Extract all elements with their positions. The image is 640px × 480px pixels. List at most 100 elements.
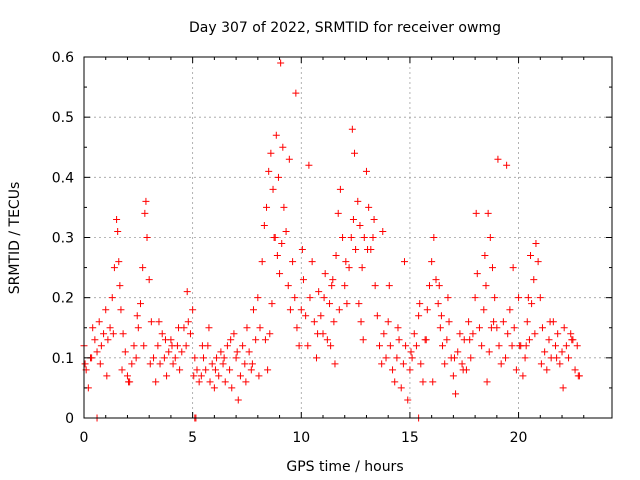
y-axis-title: SRMTID / TECUs: [7, 182, 23, 295]
data-point: [379, 227, 387, 235]
data-point: [449, 372, 457, 380]
data-point: [443, 336, 451, 344]
data-point: [136, 300, 144, 308]
data-point: [272, 131, 280, 139]
data-point: [236, 372, 244, 380]
data-point: [385, 282, 393, 290]
data-point: [538, 324, 546, 332]
data-point: [118, 366, 126, 374]
data-point: [497, 360, 505, 368]
data-point: [347, 234, 355, 241]
data-point: [264, 366, 272, 374]
data-point: [376, 342, 384, 350]
data-point: [506, 306, 514, 314]
data-point: [186, 330, 194, 338]
data-point: [213, 354, 221, 362]
data-point: [289, 258, 297, 266]
x-tick-label: 5: [188, 430, 197, 446]
data-point: [573, 342, 581, 350]
data-point: [510, 324, 518, 332]
data-point: [102, 306, 110, 314]
data-point: [197, 372, 205, 380]
data-point: [512, 366, 520, 374]
data-point: [117, 306, 125, 314]
data-point: [260, 221, 268, 229]
data-point: [108, 294, 116, 302]
data-point: [410, 330, 418, 338]
y-tick-label: 0.6: [52, 50, 74, 66]
data-point: [219, 360, 227, 368]
data-point: [285, 155, 293, 163]
data-point: [357, 318, 365, 326]
x-tick-label: 0: [80, 430, 89, 446]
data-point: [525, 336, 533, 344]
data-point: [342, 258, 350, 266]
data-point: [422, 336, 430, 344]
data-point: [176, 366, 184, 374]
data-point: [416, 300, 424, 308]
data-point: [106, 324, 114, 332]
data-point: [328, 282, 336, 290]
data-point: [456, 330, 464, 338]
data-point: [380, 330, 388, 338]
data-point: [546, 318, 554, 326]
data-point: [553, 354, 561, 362]
data-point: [558, 348, 566, 356]
data-point: [568, 336, 576, 344]
data-point: [284, 282, 292, 290]
data-point: [358, 264, 366, 272]
data-point: [295, 342, 303, 350]
data-point: [140, 342, 148, 350]
data-point: [154, 342, 162, 350]
data-point: [360, 234, 368, 241]
data-point: [435, 282, 443, 290]
data-point: [329, 276, 337, 284]
data-point: [139, 264, 147, 272]
data-point: [574, 372, 582, 380]
data-point: [169, 360, 177, 368]
data-point: [469, 330, 477, 338]
data-point: [369, 234, 377, 241]
data-point: [412, 342, 420, 350]
data-point: [472, 209, 480, 217]
data-point: [193, 366, 201, 374]
data-point: [406, 366, 414, 374]
data-point: [142, 197, 150, 205]
data-point: [327, 342, 335, 350]
data-point: [227, 336, 235, 344]
data-point: [321, 270, 329, 278]
data-point: [93, 348, 101, 356]
data-point: [239, 342, 247, 350]
data-point: [373, 312, 381, 320]
data-point: [274, 173, 282, 181]
data-point: [133, 312, 141, 320]
data-point: [211, 366, 219, 374]
data-point: [245, 348, 253, 356]
data-point: [223, 342, 231, 350]
data-point: [389, 366, 397, 374]
data-point: [408, 354, 416, 362]
data-point: [386, 342, 394, 350]
data-point: [466, 336, 474, 344]
data-point: [459, 366, 467, 374]
data-point: [89, 324, 97, 332]
data-point: [256, 324, 264, 332]
data-point: [242, 378, 250, 386]
data-point: [437, 312, 445, 320]
data-point: [119, 330, 127, 338]
data-point: [395, 336, 403, 344]
data-point: [277, 59, 285, 67]
data-point: [536, 294, 544, 302]
y-tick-label: 0.4: [52, 170, 74, 186]
data-point: [291, 294, 299, 302]
x-tick-label: 10: [292, 430, 310, 446]
data-point: [419, 378, 427, 386]
data-point: [351, 149, 359, 157]
data-point: [247, 366, 255, 374]
data-point: [123, 372, 131, 380]
data-point: [345, 264, 353, 272]
data-point: [241, 360, 249, 368]
y-tick-label: 0.5: [52, 110, 74, 126]
data-point: [481, 252, 489, 260]
data-point: [352, 246, 360, 254]
